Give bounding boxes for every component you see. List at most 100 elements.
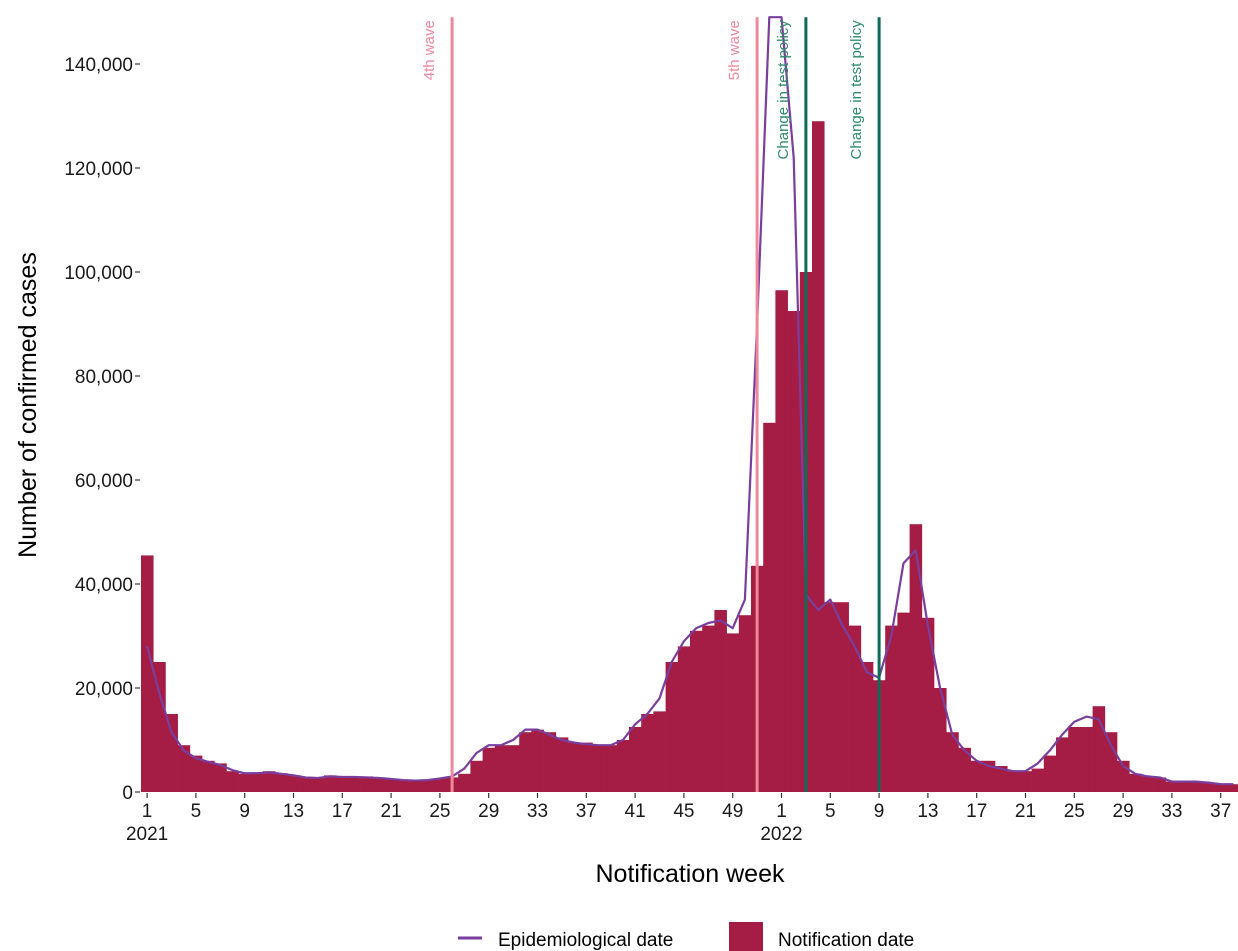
bar-2022-W14: [934, 688, 947, 792]
bar-2021-W48: [714, 610, 727, 792]
line-point-2022-W28: [1110, 744, 1112, 746]
bar-2021-W25: [433, 778, 447, 792]
bar-2022-W10: [885, 625, 898, 792]
x-tick-label-2021-W1: 1: [142, 801, 153, 822]
bar-2021-W34: [543, 732, 557, 792]
line-point-2022-W26: [1085, 715, 1088, 718]
line-point-2022-W34: [1183, 780, 1185, 783]
y-axis-title: Number of confirmed cases: [14, 252, 42, 558]
bar-2022-W24: [1056, 737, 1069, 792]
x-tick-label-2021-W41: 41: [625, 801, 646, 822]
x-tick-label-2021-W37: 37: [576, 801, 597, 822]
line-point-2021-W16: [329, 775, 331, 778]
line-point-2021-W42: [646, 713, 649, 715]
bar-2022-W38: [1226, 784, 1238, 792]
axes-layer: 0 20,000 40,000 60,000 80,000 100,000 120,000 1…: [64, 55, 1231, 845]
bar-2021-W38: [592, 745, 605, 792]
bar-2021-W14: [299, 777, 313, 792]
line-point-2022-W33: [1171, 780, 1173, 783]
line-point-2021-W9: [243, 772, 246, 775]
line-point-2021-W23: [414, 779, 417, 782]
bar-2022-W2: [787, 311, 801, 792]
bar-2021-W12: [275, 773, 288, 792]
bar-2022-W30: [1129, 773, 1142, 792]
line-point-2022-W21: [1024, 770, 1027, 772]
line-point-2021-W10: [256, 772, 258, 775]
wave-label-1: 4th wave: [421, 20, 438, 80]
bar-2021-W23: [409, 779, 422, 792]
bar-2021-W24: [421, 779, 435, 792]
bar-2021-W31: [507, 745, 520, 792]
y-tick-label-0: 0: [122, 783, 133, 804]
bar-2022-W6: [836, 602, 849, 792]
bar-2021-W41: [629, 727, 642, 792]
line-point-2022-W14: [939, 687, 941, 689]
line-point-2021-W28: [475, 752, 478, 754]
line-point-2021-W41: [634, 723, 636, 726]
line-point-2022-W18: [988, 765, 990, 767]
x-tick-label-2021-W21: 21: [381, 801, 402, 822]
bar-2021-W3: [165, 714, 178, 792]
bar-2021-W16: [324, 775, 337, 792]
line-point-2022-W17: [975, 760, 978, 762]
legend-bar-swatch: [729, 922, 763, 951]
line-point-2021-W52: [768, 16, 771, 19]
bar-2021-W20: [372, 777, 386, 792]
bar-2022-W31: [1141, 776, 1154, 792]
line-point-2022-W6: [841, 624, 844, 627]
x-year-label-2021: 2021: [126, 824, 168, 845]
line-point-2022-W22: [1036, 762, 1039, 765]
bar-2021-W30: [494, 745, 508, 792]
line-point-2022-W23: [1049, 749, 1051, 752]
line-point-2021-W15: [317, 777, 319, 779]
line-point-2021-W36: [573, 741, 575, 744]
line-point-2022-W16: [963, 749, 966, 752]
bar-2022-W36: [1202, 782, 1215, 792]
x-tick-label-2022-W9: 9: [874, 801, 885, 822]
x-tick-label-2021-W25: 25: [429, 801, 450, 822]
bar-2022-W4: [812, 121, 825, 792]
bar-2022-W12: [909, 524, 923, 792]
line-point-2021-W20: [378, 777, 380, 779]
line-point-2022-W10: [890, 635, 893, 637]
bar-2021-W8: [226, 771, 239, 792]
line-point-2022-W11: [902, 562, 905, 564]
line-point-2021-W33: [536, 728, 539, 731]
line-point-2021-W11: [268, 771, 270, 774]
bar-2021-W5: [189, 755, 203, 792]
line-point-2021-W4: [182, 749, 185, 752]
bar-2022-W22: [1031, 768, 1045, 792]
bar-2021-W28: [470, 760, 483, 792]
x-tick-label-2021-W33: 33: [527, 801, 548, 822]
line-point-2021-W27: [463, 767, 466, 770]
line-point-2021-W24: [426, 779, 429, 781]
line-point-2021-W12: [280, 773, 283, 775]
bar-2022-W21: [1019, 771, 1032, 792]
bar-2022-W11: [897, 612, 910, 792]
bar-2022-W20: [1007, 771, 1020, 792]
line-point-2021-W6: [207, 761, 209, 763]
bar-2021-W45: [677, 646, 691, 792]
bar-2021-W37: [580, 742, 593, 792]
bar-2021-W4: [177, 745, 191, 792]
x-tick-label-2022-W25: 25: [1064, 801, 1085, 822]
bar-2021-W36: [568, 742, 581, 792]
x-tick-label-2022-W33: 33: [1161, 801, 1182, 822]
x-axis-title: Notification week: [596, 860, 785, 888]
bar-2021-W13: [287, 775, 300, 792]
policy-label-3: Change in test policy: [775, 20, 792, 160]
line-point-2022-W12: [914, 549, 917, 551]
x-tick-label-2021-W5: 5: [191, 801, 202, 822]
bar-2021-W33: [531, 729, 544, 792]
bar-2021-W6: [202, 760, 215, 792]
x-tick-label-2022-W5: 5: [825, 801, 836, 822]
y-tick-label-120000: 120,000: [64, 159, 133, 180]
line-point-2022-W37: [1219, 783, 1222, 785]
line-point-2021-W31: [512, 739, 514, 741]
bar-2021-W52: [763, 422, 776, 792]
line-point-2021-W39: [609, 744, 612, 746]
line-point-2021-W38: [597, 744, 600, 746]
line-point-2021-W47: [707, 622, 710, 624]
line-point-2021-W8: [231, 769, 234, 771]
bar-2021-W29: [482, 747, 496, 792]
